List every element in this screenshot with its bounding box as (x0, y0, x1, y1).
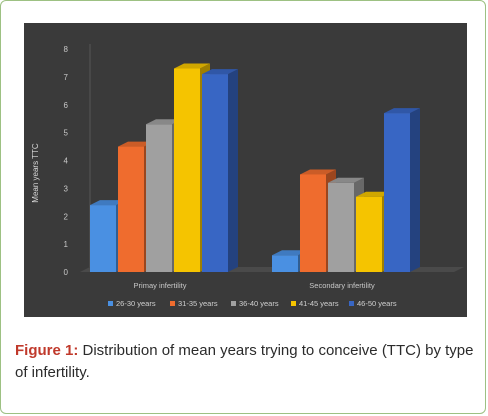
bar (174, 68, 200, 272)
y-tick-label: 4 (64, 157, 69, 166)
bar-top (146, 119, 182, 125)
bar (356, 196, 382, 272)
y-tick-label: 1 (64, 240, 69, 249)
bar-top (356, 191, 392, 197)
bar-side (228, 69, 238, 273)
bar-chart: 0 1 2 3 4 5 6 7 8 Mean years TTC Primay infertilit… (31, 44, 464, 308)
bar (118, 146, 144, 272)
legend-swatch (108, 301, 113, 306)
caption-label: Figure 1: (15, 342, 79, 359)
y-axis-label: Mean years TTC (31, 143, 40, 203)
figure-caption: Figure 1: Distribution of mean years try… (15, 340, 475, 384)
bar-top (90, 200, 126, 206)
legend-label: 26-30 years (116, 299, 156, 308)
bar (90, 205, 116, 272)
y-tick-label: 7 (64, 73, 69, 82)
legend-label: 46-50 years (357, 299, 397, 308)
bar-top (118, 141, 154, 147)
bar-top (202, 69, 238, 75)
bar (202, 74, 228, 273)
legend-swatch (170, 301, 175, 306)
caption-text: Distribution of mean years trying to con… (15, 342, 474, 381)
legend-label: 41-45 years (299, 299, 339, 308)
legend-swatch (231, 301, 236, 306)
y-tick-label: 2 (64, 212, 69, 221)
bar-top (384, 108, 420, 114)
bar (272, 255, 298, 272)
legend-swatch (349, 301, 354, 306)
bar-top (272, 250, 308, 256)
legend-label: 36-40 years (239, 299, 279, 308)
bar-top (300, 169, 336, 175)
y-tick-label: 3 (64, 184, 69, 193)
bar-side (410, 108, 420, 272)
category-label: Primay infertility (134, 281, 187, 290)
y-tick-label: 5 (64, 129, 69, 138)
chart-panel: 0 1 2 3 4 5 6 7 8 Mean years TTC Primay infertilit… (24, 23, 467, 317)
bar (146, 124, 172, 272)
bar (328, 182, 354, 272)
legend-label: 31-35 years (178, 299, 218, 308)
bar-top (328, 177, 364, 183)
bar (384, 113, 410, 272)
bar (300, 174, 326, 272)
y-tick-label: 0 (64, 268, 69, 277)
bar-top (174, 63, 210, 69)
y-tick-label: 8 (64, 45, 69, 54)
y-tick-label: 6 (64, 101, 69, 110)
category-label: Secondary infertility (309, 281, 375, 290)
legend-swatch (291, 301, 296, 306)
